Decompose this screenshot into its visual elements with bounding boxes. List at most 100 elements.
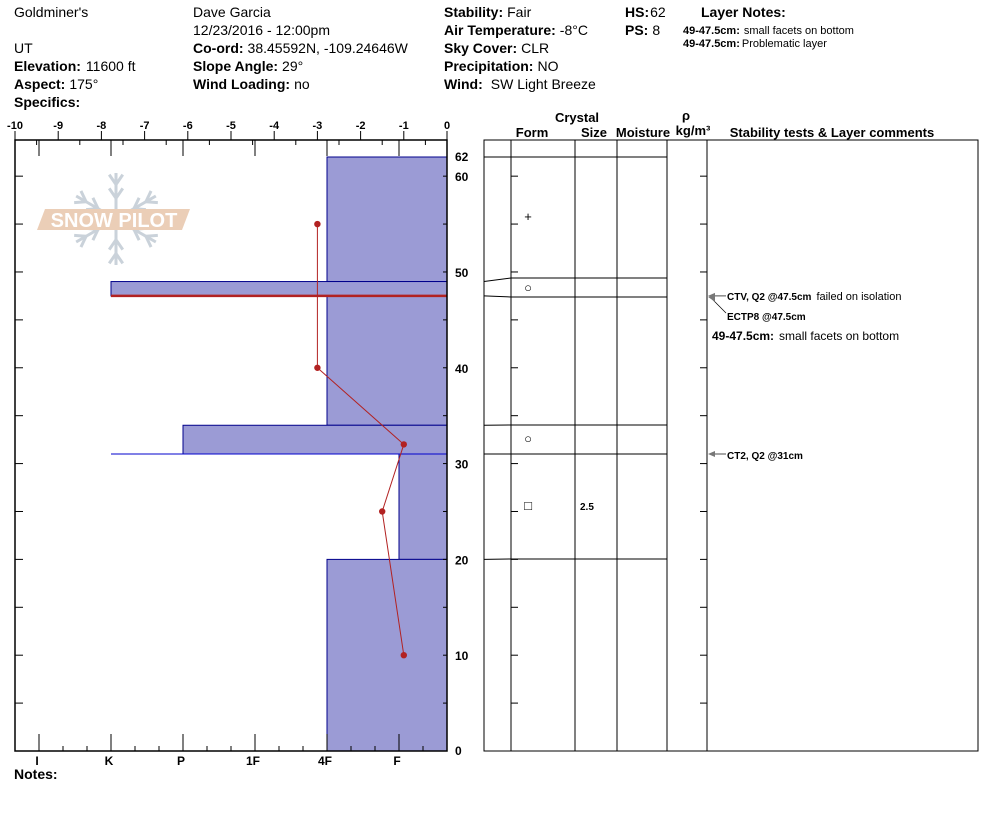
temperature-tick-label: -3 (313, 120, 323, 132)
temperature-tick-label: -1 (399, 120, 409, 132)
layer-note: 49-47.5cm: small facets on bottom (683, 25, 854, 37)
stability-test: CT2, Q2 @31cm (727, 451, 803, 462)
sky-cover: Sky Cover: CLR (444, 40, 549, 56)
aspect: Aspect: 175° (14, 76, 98, 92)
temperature-tick-label: -6 (183, 120, 193, 132)
snowflake-branch (79, 235, 88, 248)
stability: Stability: Fair (444, 4, 532, 20)
crystal-header: Crystal (555, 110, 599, 125)
temperature-tick-label: -2 (356, 120, 366, 132)
datetime: 12/23/2016 - 12:00pm (193, 22, 330, 38)
snowflake-branch (144, 235, 153, 248)
snowflake-branch (145, 200, 158, 205)
hardness-tick-label: F (393, 754, 400, 768)
snowflake-branch (114, 252, 125, 265)
snowflake-branch (79, 190, 88, 203)
temperature-point (400, 651, 407, 659)
snowflake-branch (144, 190, 153, 203)
hardness-bar (326, 156, 448, 283)
grain-size: 2.5 (580, 502, 594, 513)
temperature-tick-label: -5 (226, 120, 236, 132)
snowflake-branch (91, 228, 100, 241)
hardness-bar (398, 453, 448, 560)
depth-tick-label: 40 (455, 362, 469, 376)
depth-tick-label: 50 (455, 266, 469, 280)
wind-loading: Wind Loading: no (193, 76, 310, 92)
depth-tick-label: 62 (455, 150, 469, 164)
stability-test: ECTP8 @47.5cm (727, 312, 806, 323)
snowflake-branch (91, 197, 100, 210)
logo-banner (37, 209, 190, 230)
temperature-tick-label: -9 (53, 120, 63, 132)
arrow-icon (708, 295, 715, 302)
snowflake-branch (114, 238, 125, 251)
temperature-point (400, 441, 407, 448)
snowflake-branch (107, 252, 118, 265)
layer-connector (483, 277, 512, 283)
snowflake-branch (132, 197, 141, 210)
layer-table-frame (483, 139, 979, 752)
coordinates: Co-ord: 38.45592N, -109.24646W (193, 40, 409, 56)
layer-connector (483, 295, 512, 298)
temperature-point (379, 508, 386, 515)
notes-label: Notes: (14, 766, 58, 782)
hs: HS:62 (625, 4, 666, 20)
snowflake-branch (132, 228, 141, 241)
grain-form: ○ (524, 280, 532, 295)
layer-comment: 49-47.5cm: small facets on bottom (712, 329, 899, 343)
observer: Dave Garcia (193, 4, 271, 20)
specifics-label: Specifics: (14, 94, 80, 110)
hardness-bar (326, 558, 448, 752)
temperature-tick-label: -7 (140, 120, 150, 132)
snowflake-branch (74, 200, 87, 205)
temperature-point (314, 364, 321, 371)
hardness-bar (182, 424, 448, 455)
moisture-header: Moisture (616, 125, 670, 140)
air-temperature: Air Temperature: -8°C (444, 22, 588, 38)
hardness-bar (326, 295, 448, 426)
depth-tick-label: 20 (455, 553, 469, 567)
snowpilot-logo: SNOW PILOT (37, 173, 190, 265)
grain-form: ○ (524, 431, 532, 446)
snowflake-branch (145, 233, 158, 238)
temperature-tick-label: -10 (7, 120, 23, 132)
snowflake-branch (114, 173, 125, 186)
ps: PS: 8 (625, 22, 660, 38)
snowflake-branch (114, 187, 125, 200)
temperature-tick-label: -4 (269, 120, 280, 132)
elevation: Elevation: 11600 ft (14, 58, 136, 74)
location: Goldminer's (14, 4, 88, 20)
stability-test: CTV, Q2 @47.5cm failed on isolation (727, 291, 901, 303)
layer-note: 49-47.5cm: Problematic layer (683, 38, 827, 50)
temperature-tick-label: 0 (444, 120, 450, 132)
depth-tick-label: 10 (455, 649, 469, 663)
depth-tick-label: 30 (455, 458, 469, 472)
hardness-bar (110, 281, 448, 297)
form-header: Form (516, 125, 549, 140)
precipitation: Precipitation: NO (444, 58, 559, 74)
temperature-point (314, 220, 321, 228)
hardness-tick-label: P (177, 754, 185, 768)
grain-form: + (524, 209, 532, 224)
depth-tick-label: 60 (455, 170, 469, 184)
hardness-tick-label: 4F (318, 754, 332, 768)
hardness-tick-label: K (105, 754, 114, 768)
arrow-icon (708, 451, 715, 457)
hardness-tick-label: 1F (246, 754, 260, 768)
layer-notes-title: Layer Notes: (701, 4, 786, 20)
snowflake-branch (107, 238, 118, 251)
logo-text: SNOW PILOT (51, 210, 178, 232)
comments-header: Stability tests & Layer comments (730, 125, 934, 140)
state: UT (14, 40, 33, 56)
slope-angle: Slope Angle: 29° (193, 58, 303, 74)
grain-form: □ (524, 498, 532, 513)
hardness-tick-label: I (35, 754, 38, 768)
snowflake-branch (107, 187, 118, 200)
wind: Wind: SW Light Breeze (444, 76, 596, 92)
column-headers: Crystal Form Size Moisture ρ kg/m³ Stabi… (516, 108, 934, 140)
density-symbol: ρ (682, 108, 690, 123)
temperature-tick-label: -8 (97, 120, 107, 132)
size-header: Size (581, 125, 607, 140)
snowflake-branch (107, 173, 118, 186)
